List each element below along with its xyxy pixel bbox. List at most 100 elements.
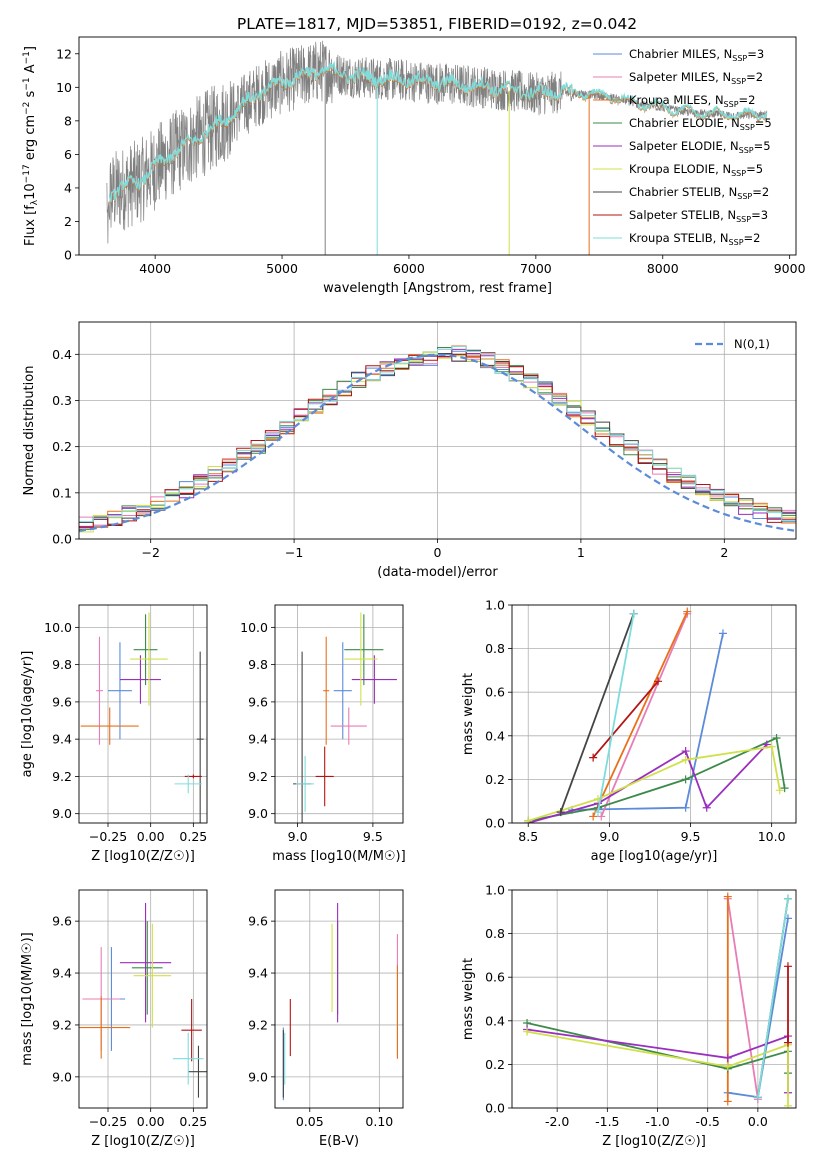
x-tick-label: −2: [141, 545, 159, 560]
y-tick-label: 9.2: [248, 769, 268, 784]
weight-marker: [753, 1093, 762, 1102]
y-tick-label: 12: [56, 46, 72, 61]
axes-8: -2.0 -1.5 -1.0 -0.5 0.0 0.0 0.2 0.4 0.6 0.8 1.0 Z […: [461, 883, 797, 1149]
legend-label: Salpeter MILES, NSSP=2: [629, 70, 763, 86]
weight-marker: [524, 816, 533, 823]
residual-histogram: [79, 352, 796, 529]
x-tick-label: 9.5: [363, 829, 383, 844]
x-tick-label: 7000: [520, 261, 552, 276]
x-tick-label: 0.00: [137, 1114, 165, 1129]
legend-label: Chabrier ELODIE, NSSP=5: [629, 116, 772, 132]
y-tick-label: 0.1: [52, 485, 72, 500]
legend-label: N(0,1): [734, 337, 770, 351]
weight-marker: [523, 1027, 532, 1036]
x-tick-label: −0.25: [89, 1114, 127, 1129]
weight-marker: [594, 808, 603, 817]
legend-label: Salpeter STELIB, NSSP=3: [629, 208, 768, 224]
x-tick-label: 5000: [266, 261, 298, 276]
weight-marker: [783, 894, 792, 903]
axes-4: 9.0 9.5 9.0 9.2 9.4 9.6 9.8 10.0 mass [log10(M/M…: [240, 604, 406, 864]
y-tick-label: 9.8: [248, 657, 268, 672]
axes-1: 4000 5000 6000 7000 8000 9000 0 2 4 6 8 10 12 wavelen…: [22, 36, 806, 296]
weight-marker: [775, 786, 784, 795]
plot-area: [79, 902, 207, 1098]
weight-marker: [783, 962, 792, 971]
weight-marker: [723, 1097, 732, 1106]
x-axis-label: age [log10(age/yr)]: [591, 849, 718, 864]
normal-curve: [79, 353, 796, 532]
weight-marker: [654, 677, 663, 686]
weight-marker: [767, 742, 776, 751]
y-tick-label: 0.2: [485, 772, 505, 787]
x-tick-label: 10.0: [758, 829, 786, 844]
y-tick-label: 6: [64, 147, 72, 162]
weight-marker: [556, 808, 565, 817]
y-tick-label: 9.6: [248, 914, 268, 929]
weight-line: [592, 680, 659, 759]
y-axis-label: mass weight: [461, 673, 476, 755]
x-tick-label: 9.0: [599, 829, 619, 844]
y-tick-label: 0.8: [485, 641, 505, 656]
y-axis-label: mass weight: [461, 958, 476, 1040]
legend-label: Kroupa MILES, NSSP=2: [629, 93, 755, 109]
y-tick-label: 9.2: [52, 769, 72, 784]
axes-frame: [78, 889, 208, 1109]
x-axis-label: Z [log10(Z/Z☉)]: [91, 849, 195, 864]
x-axis-label: wavelength [Angstrom, rest frame]: [323, 281, 552, 296]
y-tick-label: 9.6: [52, 694, 72, 709]
axes-frame: [274, 604, 404, 824]
x-tick-label: 0: [434, 545, 442, 560]
y-tick-label: 9.6: [248, 694, 268, 709]
axes-frame: [511, 604, 797, 824]
weight-line: [527, 745, 781, 822]
y-tick-label: 9.4: [248, 966, 268, 981]
x-tick-label: 9.5: [681, 829, 701, 844]
plot-layer: 4000 5000 6000 7000 8000 9000024681012wavelen…: [20, 36, 806, 1149]
x-tick-label: -1.5: [595, 1114, 619, 1129]
weight-line: [597, 613, 635, 813]
y-tick-label: 0: [64, 248, 72, 263]
axes-5: 8.5 9.0 9.5 10.0 0.0 0.2 0.4 0.6 0.8 1.0 age [log1…: [461, 598, 797, 864]
x-axis-label: E(B-V): [319, 1134, 359, 1149]
y-tick-label: 0.3: [52, 393, 72, 408]
y-tick-label: 0.4: [485, 728, 505, 743]
x-tick-label: 0.05: [296, 1114, 324, 1129]
y-tick-label: 0.0: [485, 1101, 505, 1116]
weight-marker: [681, 803, 690, 812]
axes-2: −2 −1 0 1 2 0.0 0.1 0.2 0.3 0.4 (data-model)/error…: [22, 321, 797, 580]
weight-marker: [683, 607, 692, 616]
x-tick-label: 2: [720, 545, 728, 560]
y-tick-label: 1.0: [485, 883, 505, 898]
legend-label: Chabrier MILES, NSSP=3: [629, 47, 764, 63]
weight-line: [527, 743, 768, 823]
x-axis-label: mass [log10(M/M☉)]: [272, 849, 405, 864]
x-tick-label: 0.00: [137, 829, 165, 844]
x-tick-label: 8000: [647, 261, 679, 276]
weight-marker: [681, 747, 690, 756]
axes-7: 0.05 0.10 9.0 9.2 9.4 9.6 E(B-V): [248, 889, 404, 1149]
weight-marker: [589, 753, 598, 762]
x-tick-label: -1.0: [645, 1114, 669, 1129]
x-tick-label: 9.0: [288, 829, 308, 844]
x-tick-label: 8.5: [518, 829, 538, 844]
y-tick-label: 9.6: [52, 914, 72, 929]
axes-frame: [78, 36, 797, 256]
y-tick-label: 4: [64, 180, 72, 195]
weight-marker: [780, 784, 789, 793]
weight-marker: [702, 803, 711, 812]
y-axis-label: Normed distribution: [22, 366, 37, 496]
plot-area: [523, 892, 792, 1108]
y-tick-label: 0.2: [485, 1057, 505, 1072]
y-tick-label: 9.4: [52, 966, 72, 981]
weight-marker: [718, 629, 727, 638]
weight-marker: [723, 1053, 732, 1062]
y-tick-label: 0.0: [485, 816, 505, 831]
x-tick-label: −1: [285, 545, 303, 560]
weight-line: [592, 611, 689, 817]
y-tick-label: 10.0: [44, 620, 72, 635]
plot-area: [106, 40, 768, 255]
x-tick-label: 6000: [393, 261, 425, 276]
weight-marker: [681, 755, 690, 764]
plot-area: [79, 345, 796, 533]
